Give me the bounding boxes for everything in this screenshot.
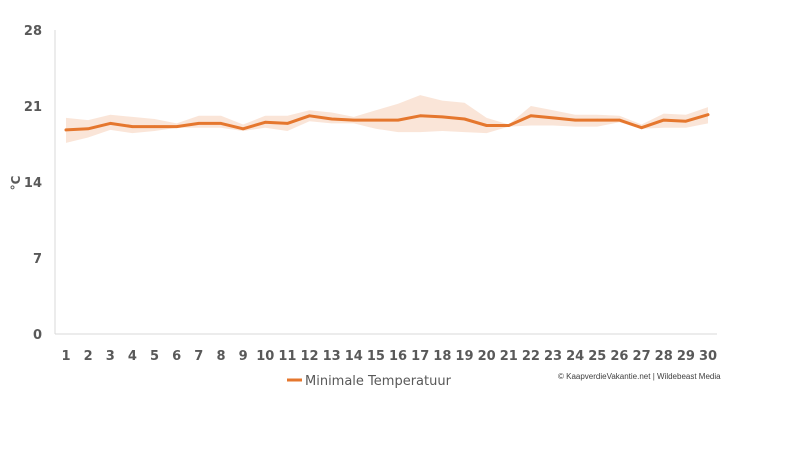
y-tick-label: 0 [33,328,42,343]
x-tick-label: 17 [411,349,429,364]
x-tick-label: 19 [455,349,473,364]
data-point [352,118,355,122]
data-point [684,120,688,123]
credit-text: © KaapverdieVakantie.net | Wildebeast Me… [558,372,721,381]
axis-layer [54,30,717,335]
data-point [529,114,533,118]
x-tick-label: 4 [128,349,137,364]
data-point [551,116,555,120]
data-point [374,118,378,122]
x-tick-label: 22 [522,349,540,364]
x-tick-label: 9 [239,349,248,364]
data-point [64,128,68,132]
data-point [219,122,223,125]
x-tick-label: 26 [610,349,628,364]
data-point [640,126,643,129]
x-tick-label: 23 [544,349,562,364]
data-point [131,125,134,128]
x-tick-label: 2 [84,349,93,364]
series-line [64,113,710,132]
series-line-layer [64,113,710,132]
data-point [396,118,400,122]
legend-label: Minimale Temperatuur [305,374,452,389]
x-tick-label: 24 [566,349,584,364]
x-tick-label: 29 [677,349,695,364]
x-tick-label: 3 [106,349,115,364]
data-point [419,114,422,118]
y-tick-label: 14 [24,176,42,191]
data-point [109,122,112,125]
x-tick-label: 15 [367,349,385,364]
data-point [596,118,599,122]
x-tick-label: 5 [150,349,159,364]
x-tick-label: 8 [216,349,225,364]
y-tick-label: 21 [24,100,42,115]
x-tick-label: 1 [61,349,70,364]
data-point [86,127,90,130]
y-tick-label: 28 [24,24,42,39]
y-tick-label: 7 [33,252,42,267]
x-tick-label: 14 [345,349,363,364]
x-tick-label: 30 [699,349,717,364]
x-tick-label: 11 [278,349,296,364]
data-point [197,122,200,125]
x-tick-label: 7 [194,349,203,364]
x-tick-label: 25 [588,349,606,364]
data-point [507,124,510,127]
x-tick-label: 27 [633,349,651,364]
y-axis-label: °C [9,175,23,190]
x-tick-label: 6 [172,349,181,364]
legend: Minimale Temperatuur [287,374,452,389]
x-tick-label: 10 [256,349,274,364]
x-tick-label: 13 [323,349,341,364]
x-tick-label: 28 [655,349,673,364]
data-point [574,118,577,122]
data-point [441,115,444,119]
data-point [153,125,156,128]
data-point [618,118,621,122]
data-point [463,117,466,121]
x-tick-label: 16 [389,349,407,364]
x-tick-label: 20 [478,349,496,364]
data-point [175,125,178,128]
data-point [485,124,488,127]
data-point [264,121,267,124]
data-point [286,122,289,125]
x-tick-label: 21 [500,349,518,364]
data-point [308,114,311,118]
data-point [706,113,710,116]
x-tick-label: 12 [300,349,318,364]
data-point [330,117,333,121]
data-point [662,118,665,122]
x-tick-label: 18 [433,349,451,364]
data-point [241,127,245,130]
